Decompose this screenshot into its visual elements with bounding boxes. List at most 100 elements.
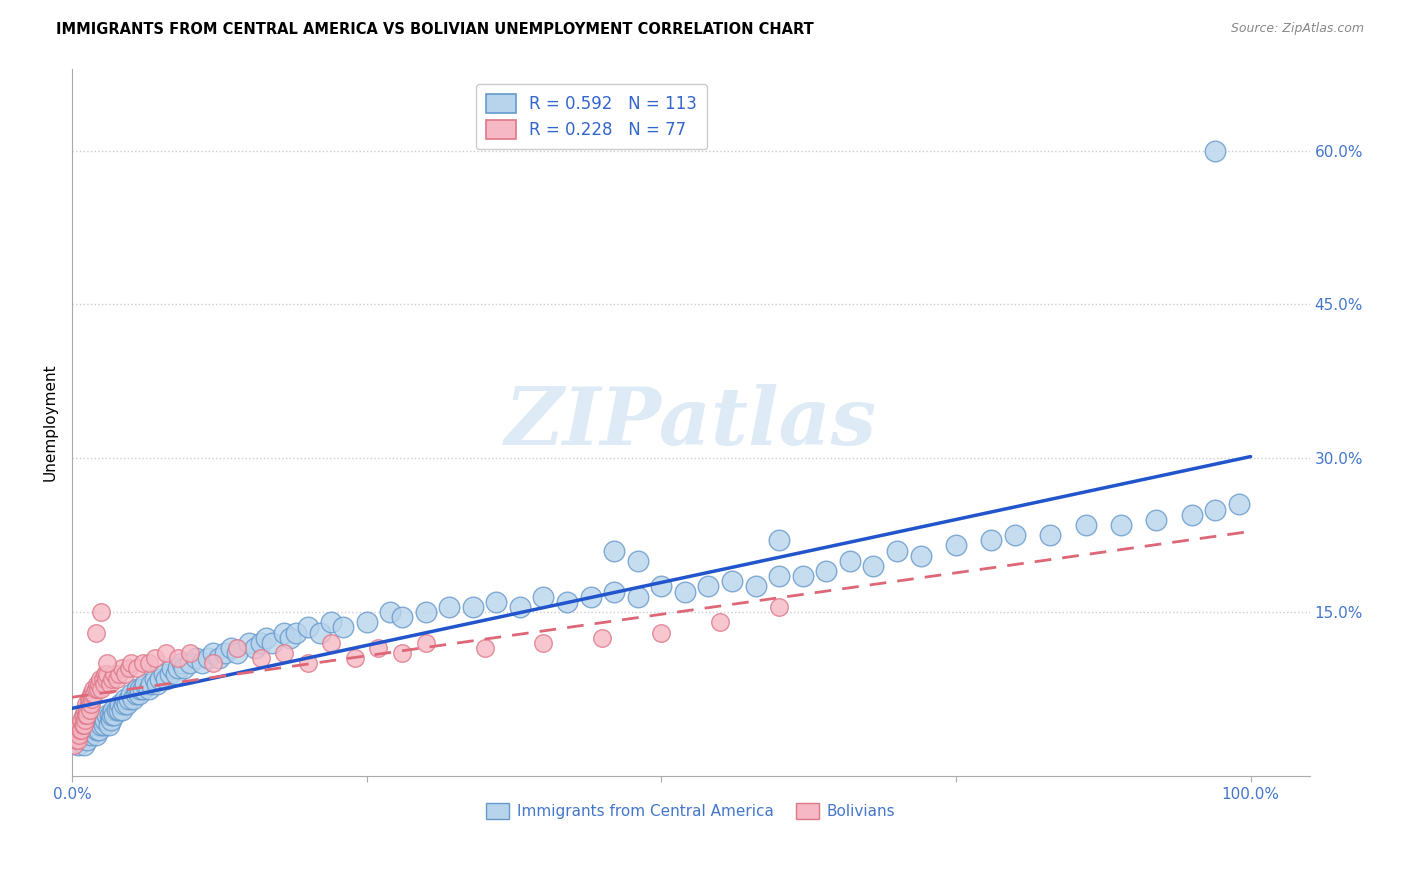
Point — [67, 728, 90, 742]
Point — [112, 698, 135, 712]
Point — [838, 554, 860, 568]
Point — [367, 640, 389, 655]
Point — [485, 595, 508, 609]
Point — [66, 739, 89, 753]
Point — [627, 590, 650, 604]
Point — [86, 723, 108, 737]
Point — [1144, 513, 1167, 527]
Point — [249, 651, 271, 665]
Point — [179, 646, 201, 660]
Point — [76, 733, 98, 747]
Point — [73, 702, 96, 716]
Y-axis label: Unemployment: Unemployment — [44, 364, 58, 481]
Point — [105, 702, 128, 716]
Point — [226, 640, 249, 655]
Point — [124, 687, 146, 701]
Point — [101, 672, 124, 686]
Point — [179, 657, 201, 671]
Point — [94, 666, 117, 681]
Point — [117, 661, 139, 675]
Legend: Immigrants from Central America, Bolivians: Immigrants from Central America, Bolivia… — [479, 797, 901, 825]
Point — [69, 723, 91, 737]
Point — [87, 718, 110, 732]
Point — [356, 615, 378, 630]
Point — [110, 661, 132, 675]
Point — [146, 677, 169, 691]
Point — [80, 698, 103, 712]
Point — [980, 533, 1002, 548]
Point — [792, 569, 814, 583]
Text: IMMIGRANTS FROM CENTRAL AMERICA VS BOLIVIAN UNEMPLOYMENT CORRELATION CHART: IMMIGRANTS FROM CENTRAL AMERICA VS BOLIV… — [56, 22, 814, 37]
Point — [80, 728, 103, 742]
Point — [86, 677, 108, 691]
Point — [73, 713, 96, 727]
Point — [533, 590, 555, 604]
Point — [128, 687, 150, 701]
Point — [73, 739, 96, 753]
Point — [82, 681, 104, 696]
Point — [73, 707, 96, 722]
Point — [70, 723, 93, 737]
Point — [197, 651, 219, 665]
Point — [117, 692, 139, 706]
Point — [117, 698, 139, 712]
Point — [110, 702, 132, 716]
Point — [321, 636, 343, 650]
Point — [415, 605, 437, 619]
Point — [70, 713, 93, 727]
Point — [437, 599, 460, 614]
Point — [80, 687, 103, 701]
Point — [101, 707, 124, 722]
Point — [93, 677, 115, 691]
Point — [297, 620, 319, 634]
Point — [82, 718, 104, 732]
Point — [98, 707, 121, 722]
Point — [87, 677, 110, 691]
Point — [308, 625, 330, 640]
Point — [208, 651, 231, 665]
Point — [83, 687, 105, 701]
Point — [243, 640, 266, 655]
Point — [650, 579, 672, 593]
Point — [89, 672, 111, 686]
Point — [143, 672, 166, 686]
Point — [73, 718, 96, 732]
Point — [96, 672, 118, 686]
Point — [110, 698, 132, 712]
Point — [103, 702, 125, 716]
Point — [1074, 517, 1097, 532]
Point — [886, 543, 908, 558]
Point — [249, 636, 271, 650]
Point — [284, 625, 307, 640]
Point — [1204, 144, 1226, 158]
Point — [114, 692, 136, 706]
Point — [238, 636, 260, 650]
Point — [79, 723, 101, 737]
Point — [391, 610, 413, 624]
Point — [108, 702, 131, 716]
Point — [461, 599, 484, 614]
Point — [170, 657, 193, 671]
Point — [332, 620, 354, 634]
Point — [226, 646, 249, 660]
Point — [343, 651, 366, 665]
Point — [167, 651, 190, 665]
Point — [321, 615, 343, 630]
Point — [125, 681, 148, 696]
Point — [155, 646, 177, 660]
Point — [80, 692, 103, 706]
Point — [79, 692, 101, 706]
Point — [184, 651, 207, 665]
Point — [768, 569, 790, 583]
Point — [153, 666, 176, 681]
Point — [96, 707, 118, 722]
Point — [66, 728, 89, 742]
Point — [768, 533, 790, 548]
Point — [79, 702, 101, 716]
Point — [91, 713, 114, 727]
Point — [219, 640, 242, 655]
Point — [76, 707, 98, 722]
Point — [75, 698, 97, 712]
Point — [555, 595, 578, 609]
Point — [122, 692, 145, 706]
